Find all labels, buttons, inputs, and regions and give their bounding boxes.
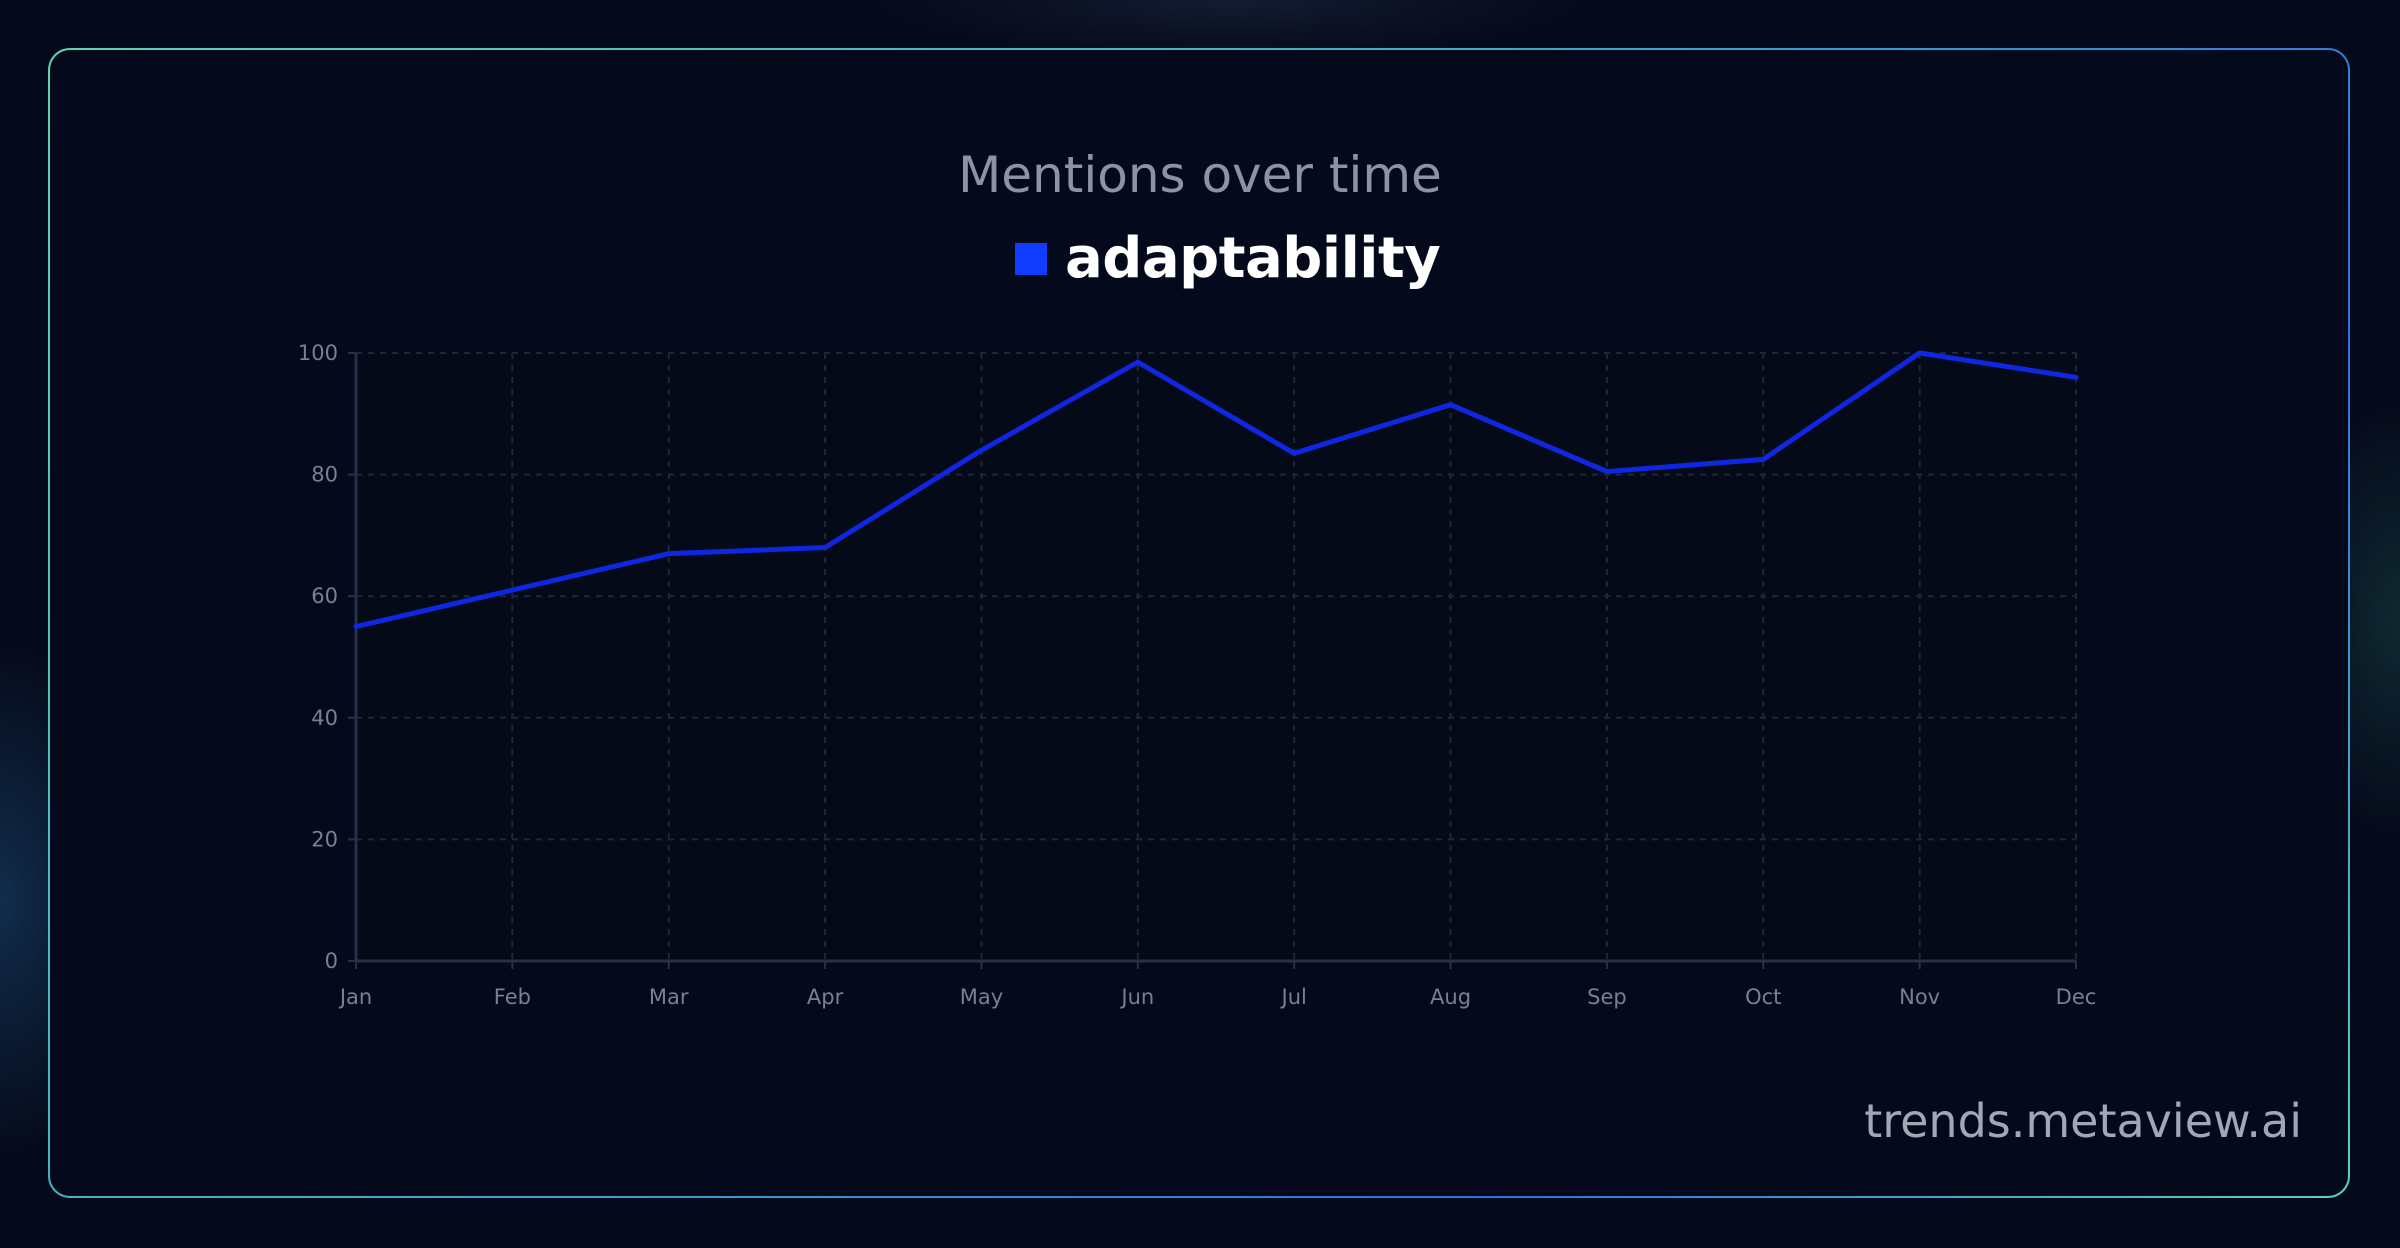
x-tick-label: Apr — [807, 985, 844, 1009]
data-point — [353, 624, 359, 630]
legend: adaptability — [1015, 226, 1441, 291]
y-tick-label: 40 — [311, 706, 338, 730]
data-point — [1448, 402, 1454, 408]
legend-label: adaptability — [1065, 226, 1441, 291]
data-point — [1604, 469, 1610, 475]
x-tick-label: Oct — [1745, 985, 1781, 1009]
y-tick-label: 100 — [298, 341, 338, 365]
data-point — [1917, 350, 1923, 356]
watermark: trends.metaview.ai — [1864, 1094, 2302, 1148]
y-tick-label: 0 — [325, 949, 338, 973]
chart-title: Mentions over time — [958, 146, 1442, 204]
axes — [354, 353, 2076, 963]
x-tick-label: Feb — [494, 985, 531, 1009]
data-point — [978, 447, 984, 453]
data-point — [509, 587, 515, 593]
x-tick-label: Sep — [1587, 985, 1627, 1009]
data-point — [1760, 456, 1766, 462]
x-tick-label: Jun — [1119, 985, 1154, 1009]
series-line-adaptability — [353, 350, 2079, 630]
x-tick-label: Dec — [2056, 985, 2097, 1009]
plot-area — [356, 353, 2076, 961]
x-tick-label: Mar — [649, 985, 689, 1009]
legend-swatch — [1015, 242, 1047, 275]
data-point — [1291, 450, 1297, 456]
y-tick-label: 60 — [311, 584, 338, 608]
data-point — [666, 551, 672, 557]
x-tick-label: Nov — [1899, 985, 1940, 1009]
y-tick-label: 80 — [311, 463, 338, 487]
data-point — [1135, 359, 1141, 365]
x-tick-label: May — [960, 985, 1003, 1009]
x-tick-label: Jul — [1280, 985, 1307, 1009]
x-tick-label: Jan — [338, 985, 372, 1009]
x-tick-label: Aug — [1430, 985, 1471, 1009]
x-axis-ticks: Jan Feb Mar Apr May Jun Jul Aug Sep Oct Nov Dec — [338, 961, 2097, 1009]
data-point — [2073, 374, 2079, 380]
data-point — [822, 545, 828, 551]
y-axis-ticks: 0 20 40 60 80 100 — [298, 341, 356, 973]
series-group — [353, 350, 2079, 630]
y-tick-label: 20 — [311, 827, 338, 851]
